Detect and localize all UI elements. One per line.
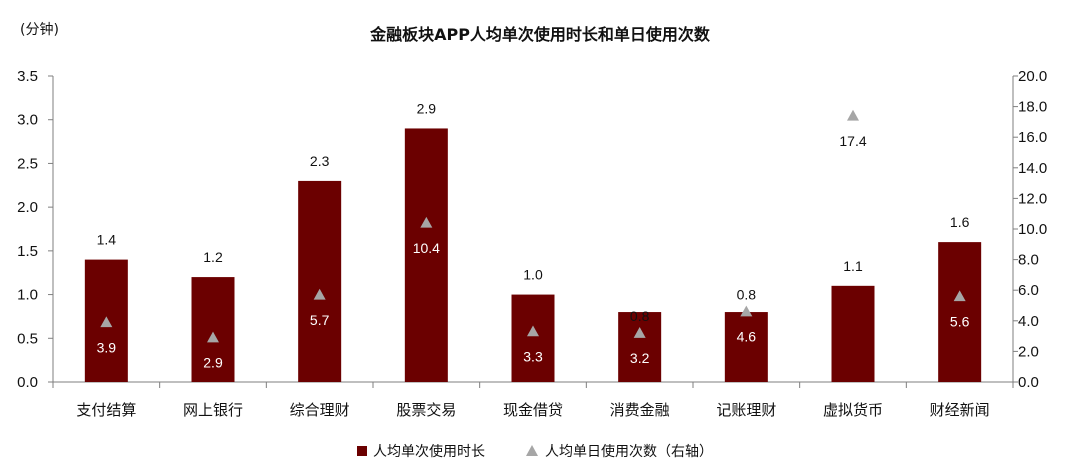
right-tick-label: 14.0 <box>1018 160 1047 177</box>
marker-value-label: 5.7 <box>310 312 330 328</box>
right-tick-label: 4.0 <box>1018 313 1039 330</box>
marker-value-label: 10.4 <box>413 240 440 256</box>
marker-point <box>100 316 113 328</box>
category-label: 记账理财 <box>716 401 776 419</box>
right-tick-label: 6.0 <box>1018 282 1039 299</box>
chart-title: 金融板块APP人均单次使用时长和单日使用次数 <box>369 25 711 44</box>
left-tick-label: 0.0 <box>17 374 38 391</box>
bar-value-label: 2.3 <box>310 153 330 169</box>
marker-series: 3.9 2.9 5.7 10.4 3.3 3.2 4.6 17.4 5.6 <box>97 109 970 371</box>
left-tick-label: 1.0 <box>17 287 38 304</box>
marker-value-label: 2.9 <box>203 355 223 371</box>
marker-value-label: 5.6 <box>950 313 970 329</box>
category-label: 虚拟货币 <box>823 401 883 419</box>
right-tick-label: 10.0 <box>1018 221 1047 238</box>
bar-value-label: 1.4 <box>97 232 117 248</box>
right-tick-label: 18.0 <box>1018 99 1047 116</box>
bar-series: 1.4 1.2 2.3 2.9 1.0 0.8 0.8 1.1 1.6 <box>84 100 982 382</box>
right-tick-label: 20.0 <box>1018 68 1047 85</box>
bar <box>724 312 768 382</box>
left-tick-label: 2.0 <box>17 199 38 216</box>
right-tick-label: 2.0 <box>1018 343 1039 360</box>
legend-marker-label: 人均单日使用次数（右轴） <box>545 443 713 460</box>
legend-triangle-icon <box>526 445 538 456</box>
left-tick-label: 0.5 <box>17 330 38 347</box>
bar-value-label: 2.9 <box>417 100 437 116</box>
legend: 人均单次使用时长 人均单日使用次数（右轴） <box>357 443 713 460</box>
marker-value-label: 3.9 <box>97 339 117 355</box>
right-tick-label: 8.0 <box>1018 252 1039 269</box>
axes: 0.0 0.5 1.0 1.5 2.0 2.5 3.0 3.5 0.0 2.0 4.0 6.0 8.0 1… <box>17 68 1047 419</box>
right-tick-label: 0.0 <box>1018 374 1039 391</box>
category-label: 股票交易 <box>396 401 456 419</box>
marker-value-label: 3.2 <box>630 350 650 366</box>
marker-point <box>207 331 219 343</box>
left-tick-label: 2.5 <box>17 155 38 172</box>
marker-point <box>420 216 433 228</box>
left-tick-label: 3.5 <box>17 68 38 85</box>
bar <box>831 285 875 382</box>
category-label: 网上银行 <box>183 401 243 419</box>
left-tick-label: 1.5 <box>17 243 38 260</box>
marker-point <box>633 327 646 338</box>
bar-value-label: 1.1 <box>843 258 863 274</box>
legend-bar-swatch <box>357 446 367 456</box>
bar-value-label: 1.6 <box>950 214 970 230</box>
left-axis-unit: (分钟) <box>20 21 59 38</box>
marker-point <box>847 109 859 121</box>
category-label: 支付结算 <box>76 401 136 419</box>
marker-value-label: 4.6 <box>737 329 757 345</box>
category-label: 消费金融 <box>610 401 670 419</box>
bar <box>298 180 342 382</box>
marker-value-label: 17.4 <box>839 133 866 149</box>
bar-value-label: 0.8 <box>630 308 650 324</box>
bar <box>404 128 448 382</box>
right-tick-label: 12.0 <box>1018 190 1047 207</box>
right-tick-label: 16.0 <box>1018 129 1047 146</box>
marker-point <box>313 288 326 300</box>
bar <box>618 312 662 382</box>
marker-point <box>953 290 966 302</box>
marker-point <box>740 305 753 317</box>
marker-value-label: 3.3 <box>523 349 543 365</box>
left-tick-label: 3.0 <box>17 112 38 129</box>
bar-value-label: 0.8 <box>737 287 757 303</box>
bar <box>191 277 235 382</box>
category-label: 综合理财 <box>290 401 350 419</box>
legend-bar-label: 人均单次使用时长 <box>373 443 485 460</box>
marker-point <box>527 325 539 337</box>
bar-value-label: 1.2 <box>203 249 223 265</box>
bar <box>938 242 982 382</box>
category-label: 现金借贷 <box>503 401 563 419</box>
bar-value-label: 1.0 <box>523 267 543 283</box>
category-label: 财经新闻 <box>930 401 990 419</box>
bar <box>511 294 555 382</box>
